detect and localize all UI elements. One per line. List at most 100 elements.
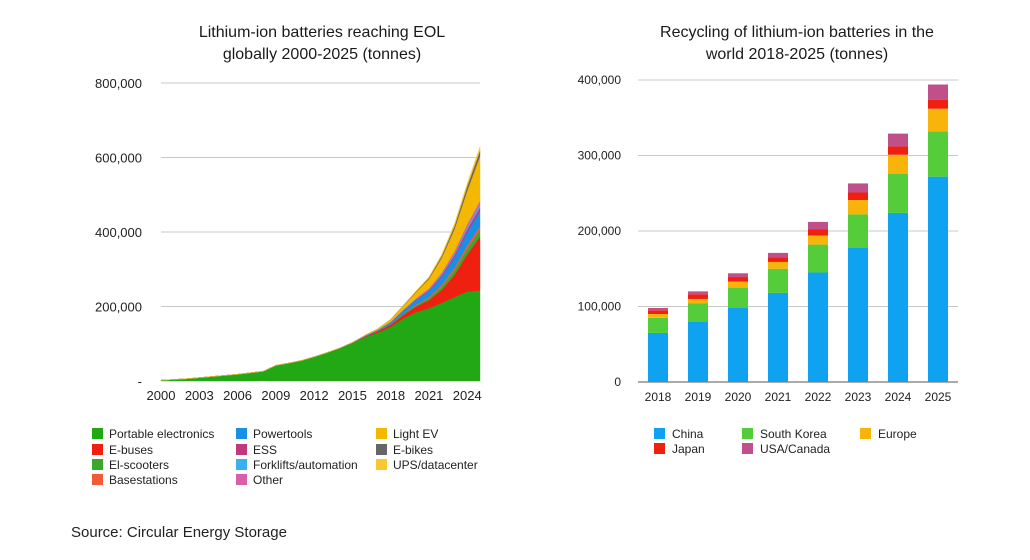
bar-segment-china [928, 176, 948, 382]
left-y-tick-label: - [138, 374, 142, 389]
bar-segment-japan [688, 294, 708, 299]
left-x-tick-label: 2000 [147, 388, 176, 403]
left-x-tick-label: 2009 [261, 388, 290, 403]
left-legend-label: E-bikes [393, 443, 433, 457]
right-x-tick-label: 2020 [725, 390, 752, 404]
left-x-tick-label: 2024 [453, 388, 482, 403]
bar-segment-usa-canada [648, 308, 668, 311]
right-bar-chart: 0 100,000 200,000 300,000 400,000 2018 2019 202… [578, 73, 958, 456]
right-chart-title-line-1: Recycling of lithium-ion batteries in th… [660, 24, 934, 41]
bar-segment-japan [728, 277, 748, 282]
right-x-tick-label: 2024 [885, 390, 912, 404]
bar-segment-china [728, 308, 748, 382]
bar-segment-china [768, 292, 788, 382]
left-legend-swatch [376, 444, 387, 455]
bar-segment-europe [688, 298, 708, 304]
right-x-tick-label: 2018 [645, 390, 672, 404]
left-x-tick-label: 2018 [376, 388, 405, 403]
bar-segment-japan [848, 192, 868, 201]
left-x-tick-label: 2021 [414, 388, 443, 403]
left-legend-swatch [92, 428, 103, 439]
bar-segment-japan [928, 99, 948, 109]
bar-segment-europe [928, 108, 948, 132]
right-legend-label: China [672, 427, 704, 441]
left-legend-label: ESS [253, 443, 277, 457]
left-y-tick-label: 400,000 [95, 225, 142, 240]
right-chart-title-line-2: world 2018-2025 (tonnes) [705, 46, 888, 63]
right-legend-label: South Korea [760, 427, 827, 441]
left-legend-label: Basestations [109, 473, 178, 487]
left-legend-swatch [236, 459, 247, 470]
bar-segment-south-korea [688, 303, 708, 322]
bar-segment-usa-canada [928, 84, 948, 100]
right-legend-swatch [742, 428, 753, 439]
bar-segment-europe [888, 154, 908, 174]
left-legend-label: Other [253, 473, 283, 487]
left-legend-swatch [376, 428, 387, 439]
bar-segment-usa-canada [688, 291, 708, 295]
left-x-tick-label: 2015 [338, 388, 367, 403]
left-legend-label: Forklifts/automation [253, 458, 358, 472]
bar-segment-south-korea [928, 131, 948, 177]
bar-segment-south-korea [888, 173, 908, 213]
left-legend-swatch [92, 444, 103, 455]
right-y-tick-label: 100,000 [578, 300, 622, 314]
left-y-tick-label: 200,000 [95, 300, 142, 315]
bar-segment-usa-canada [848, 183, 868, 193]
left-x-tick-label: 2003 [185, 388, 214, 403]
right-legend-label: Europe [878, 427, 917, 441]
bar-segment-europe [648, 314, 668, 318]
bar-segment-usa-canada [728, 273, 748, 278]
bar-segment-usa-canada [808, 221, 828, 230]
bar-segment-south-korea [848, 214, 868, 248]
bar-segment-china [688, 321, 708, 382]
left-legend-swatch [236, 474, 247, 485]
right-x-tick-label: 2022 [805, 390, 832, 404]
right-legend-swatch [654, 443, 665, 454]
right-x-tick-label: 2019 [685, 390, 712, 404]
left-legend-swatch [92, 459, 103, 470]
left-legend-label: Portable electronics [109, 427, 214, 441]
left-legend-label: Powertools [253, 427, 312, 441]
area-series-ups-datacenter [160, 146, 481, 381]
bar-segment-japan [808, 229, 828, 236]
left-x-tick-label: 2006 [223, 388, 252, 403]
bar-segment-japan [768, 257, 788, 262]
left-legend-label: UPS/datacenter [393, 458, 478, 472]
right-legend-label: USA/Canada [760, 442, 830, 456]
right-y-tick-label: 400,000 [578, 73, 622, 87]
left-chart-title-line-2: globally 2000-2025 (tonnes) [223, 46, 421, 63]
left-legend-swatch [92, 474, 103, 485]
left-legend-label: E-buses [109, 443, 153, 457]
right-y-tick-label: 0 [614, 375, 621, 389]
bar-segment-japan [648, 310, 668, 315]
left-x-tick-label: 2012 [300, 388, 329, 403]
right-legend-swatch [654, 428, 665, 439]
bar-segment-europe [848, 200, 868, 215]
right-y-tick-label: 200,000 [578, 224, 622, 238]
right-x-tick-label: 2021 [765, 390, 792, 404]
left-legend-label: El-scooters [109, 458, 169, 472]
bar-segment-japan [888, 146, 908, 155]
bar-segment-china [848, 247, 868, 382]
bar-segment-europe [728, 281, 748, 288]
left-legend-swatch [236, 444, 247, 455]
right-x-tick-label: 2023 [845, 390, 872, 404]
left-chart-title-line-1: Lithium-ion batteries reaching EOL [199, 24, 445, 41]
left-legend-label: Light EV [393, 427, 438, 441]
right-x-tick-label: 2025 [925, 390, 952, 404]
bar-segment-china [888, 212, 908, 382]
bar-segment-south-korea [768, 268, 788, 293]
bar-segment-south-korea [648, 317, 668, 333]
bar-segment-south-korea [808, 244, 828, 273]
left-y-tick-label: 800,000 [95, 76, 142, 91]
right-legend-label: Japan [672, 442, 705, 456]
bar-segment-usa-canada [888, 133, 908, 147]
bar-segment-usa-canada [768, 252, 788, 258]
left-y-tick-label: 600,000 [95, 151, 142, 166]
left-legend-swatch [376, 459, 387, 470]
source-note: Source: Circular Energy Storage [71, 524, 287, 541]
bar-segment-south-korea [728, 287, 748, 309]
right-y-tick-label: 300,000 [578, 149, 622, 163]
